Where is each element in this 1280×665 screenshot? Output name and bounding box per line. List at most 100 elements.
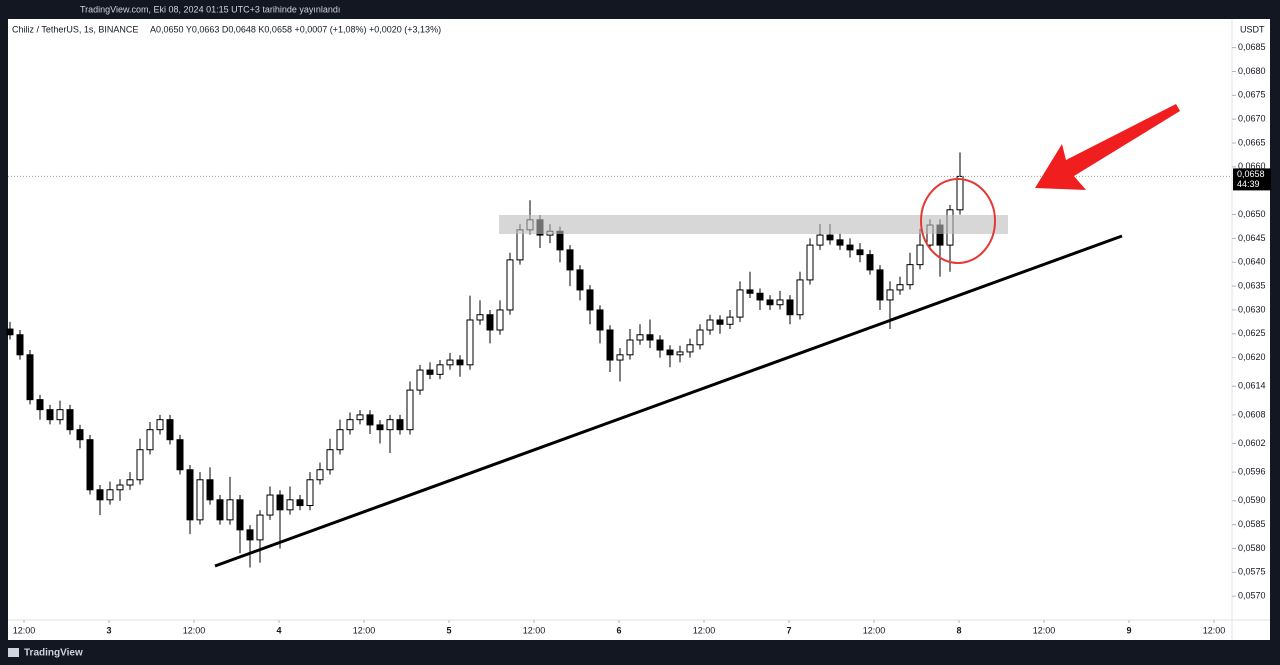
y-tick-label: 0,0650 [1238,209,1266,219]
candle-body [716,319,724,325]
candle-body [816,234,824,246]
y-tick-label: 0,0585 [1238,519,1266,529]
candle-body [66,409,74,431]
candle-body [56,409,64,421]
candle-body [236,499,244,531]
candle-body [326,449,334,471]
x-tick-label: 7 [786,625,791,635]
price-tag-box [1233,168,1271,191]
y-tick-label: 0,0625 [1238,328,1266,338]
candle-body [726,316,734,325]
candle-body [836,239,844,246]
candle-body [206,479,214,501]
candle-body [516,229,524,261]
candle-body [126,479,134,486]
candle-body [886,289,894,301]
candle-body [396,419,404,431]
y-tick-label: 0,0670 [1238,114,1266,124]
price-tag-countdown: 44:39 [1237,179,1260,189]
brand: TradingView [24,648,83,659]
candle-body [736,289,744,318]
candle-body [346,419,354,431]
candle-body [216,499,224,521]
candle-body [876,269,884,301]
y-tick-label: 0,0645 [1238,233,1266,243]
candle-body [746,289,754,294]
y-tick-label: 0,0575 [1238,567,1266,577]
candle-body [146,429,154,451]
y-tick-label: 0,0680 [1238,66,1266,76]
resistance-zone [499,215,1008,234]
candle-body [36,399,44,411]
chart-area [8,19,1270,640]
y-tick-label: 0,0660 [1238,161,1266,171]
candle-body [266,494,274,516]
candle-body [46,409,54,421]
y-tick-label: 0,0596 [1238,467,1266,477]
candle-body [16,334,24,356]
y-tick-label: 0,0570 [1238,591,1266,601]
candle-body [336,429,344,451]
y-tick-label: 0,0620 [1238,352,1266,362]
candle-body [486,314,494,331]
candle-body [286,499,294,511]
candle-body [766,299,774,306]
candle-body [806,244,814,281]
x-tick-label: 3 [106,625,111,635]
candle-body [116,484,124,491]
ohlc-legend: A0,0650 Y0,0663 D0,0648 K0,0658 +0,0007 … [150,24,441,34]
candle-body [496,309,504,331]
x-tick-label: 12:00 [183,625,206,635]
x-tick-label: 12:00 [523,625,546,635]
y-tick-label: 0,0640 [1238,257,1266,267]
symbol-title: Chiliz / TetherUS, 1s, BINANCE [12,24,138,34]
trendline [214,234,1123,568]
candle-body [6,328,14,336]
candle-body [576,269,584,291]
y-tick-label: 0,0665 [1238,137,1266,147]
candle-body [256,514,264,541]
candle-body [296,499,304,507]
candle-body [416,369,424,391]
candle-body [156,419,164,431]
y-tick-label: 0,0675 [1238,90,1266,100]
candle-body [186,469,194,521]
price-tag-value: 0,0658 [1237,169,1265,179]
candle-body [366,414,374,426]
x-tick-label: 12:00 [353,625,376,635]
candle-body [86,439,94,491]
candle-body [196,479,204,521]
y-tick-label: 0,0590 [1238,495,1266,505]
candle-body [956,175,964,211]
y-tick-label: 0,0635 [1238,280,1266,290]
candle-body [106,489,114,501]
candle-body [136,449,144,481]
candle-body [316,469,324,481]
x-tick-label: 6 [616,625,621,635]
candle-body [276,494,284,511]
candle-body [446,359,454,366]
candle-body [916,244,924,266]
x-tick-label: 12:00 [1203,625,1226,635]
highlight-circle [920,178,996,264]
arrow [1035,104,1180,190]
candle-body [656,339,664,351]
y-tick-label: 0,0685 [1238,42,1266,52]
candle-body [456,359,464,366]
candle-body [376,424,384,431]
x-tick-label: 12:00 [13,625,36,635]
candle-body [616,354,624,361]
candle-body [696,329,704,346]
candle-body [606,329,614,361]
x-tick-label: 12:00 [1033,625,1056,635]
publish-note: TradingView.com, Eki 08, 2024 01:15 UTC+… [80,4,340,14]
candle-body [646,334,654,341]
candle-body [846,244,854,251]
candle-body [636,334,644,341]
candle-body [436,364,444,375]
brand-logo [8,648,19,657]
candle-body [406,389,414,431]
